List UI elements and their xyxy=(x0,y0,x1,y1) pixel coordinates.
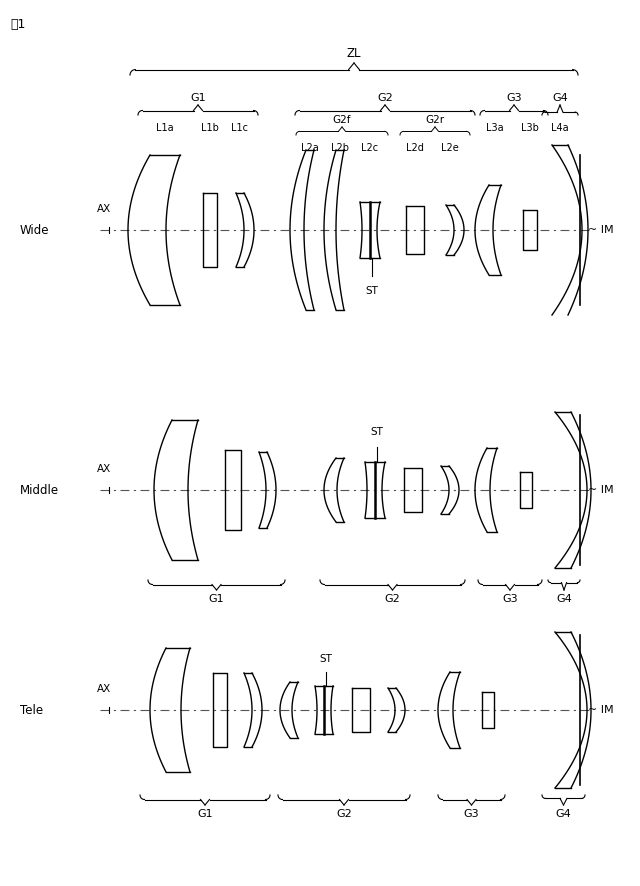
Text: L3a: L3a xyxy=(486,123,504,133)
Text: 図1: 図1 xyxy=(10,18,26,31)
Text: AX: AX xyxy=(97,464,111,474)
Text: G3: G3 xyxy=(464,809,479,819)
Text: G4: G4 xyxy=(556,809,572,819)
Text: L3b: L3b xyxy=(521,123,539,133)
Text: L2e: L2e xyxy=(441,143,459,153)
Text: ST: ST xyxy=(365,286,378,296)
Text: Tele: Tele xyxy=(20,703,43,717)
Text: L4a: L4a xyxy=(551,123,569,133)
Text: L2d: L2d xyxy=(406,143,424,153)
Text: G2: G2 xyxy=(336,809,352,819)
Text: G4: G4 xyxy=(552,93,568,103)
Text: AX: AX xyxy=(97,204,111,214)
Text: G3: G3 xyxy=(506,93,522,103)
Text: L2b: L2b xyxy=(331,143,349,153)
Text: G1: G1 xyxy=(197,809,213,819)
Text: AX: AX xyxy=(97,684,111,694)
Text: L1c: L1c xyxy=(232,123,248,133)
Text: G2f: G2f xyxy=(333,115,351,125)
Text: L2c: L2c xyxy=(362,143,379,153)
Text: G1: G1 xyxy=(209,594,224,604)
Text: G4: G4 xyxy=(556,594,572,604)
Text: L1b: L1b xyxy=(201,123,219,133)
Text: L1a: L1a xyxy=(156,123,174,133)
Text: G2: G2 xyxy=(385,594,401,604)
Text: ~ IM: ~ IM xyxy=(588,225,614,235)
Text: ST: ST xyxy=(319,654,332,664)
Text: L2a: L2a xyxy=(301,143,319,153)
Text: Wide: Wide xyxy=(20,223,49,237)
Text: Middle: Middle xyxy=(20,484,59,496)
Text: G1: G1 xyxy=(190,93,206,103)
Text: G2: G2 xyxy=(377,93,393,103)
Text: ~ IM: ~ IM xyxy=(588,485,614,495)
Text: ~ IM: ~ IM xyxy=(588,705,614,715)
Text: G2r: G2r xyxy=(426,115,445,125)
Text: ZL: ZL xyxy=(347,47,361,60)
Text: G3: G3 xyxy=(502,594,518,604)
Text: ST: ST xyxy=(371,427,383,437)
